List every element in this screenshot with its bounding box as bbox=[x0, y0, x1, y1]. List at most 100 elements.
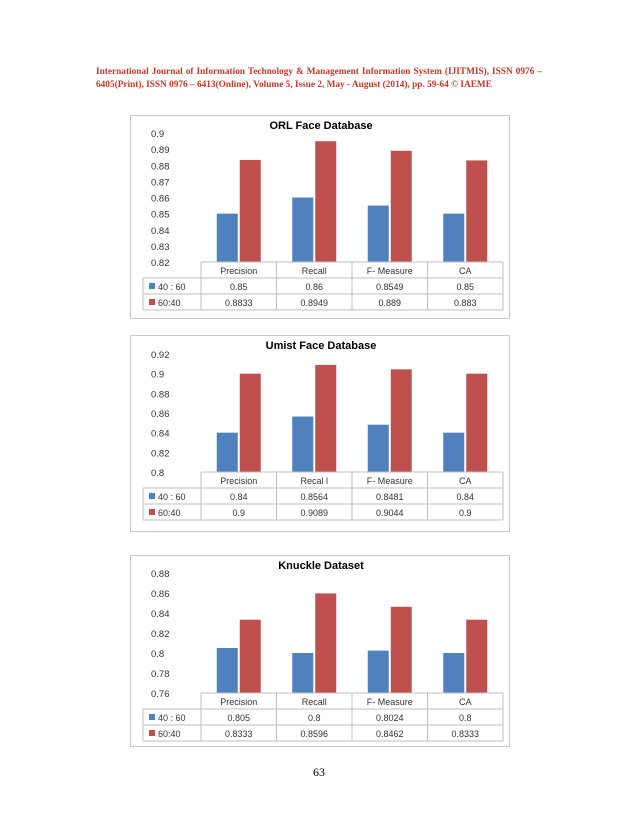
data-label: 0.84 bbox=[230, 492, 248, 502]
data-label: 0.8596 bbox=[300, 729, 328, 739]
y-tick-label: 0.82 bbox=[151, 629, 170, 640]
data-label: 0.805 bbox=[227, 713, 250, 723]
data-label: 0.8481 bbox=[376, 492, 404, 502]
y-tick-label: 0.84 bbox=[151, 609, 170, 620]
y-tick-label: 0.92 bbox=[151, 350, 170, 361]
legend-label: 60:40 bbox=[158, 298, 181, 308]
data-label: 0.8333 bbox=[225, 729, 253, 739]
legend-label: 40 : 60 bbox=[158, 282, 186, 292]
data-label: 0.8949 bbox=[300, 298, 328, 308]
data-label: 0.9089 bbox=[300, 508, 328, 518]
y-tick-label: 0.86 bbox=[151, 409, 170, 420]
bar bbox=[216, 432, 238, 472]
y-tick-label: 0.76 bbox=[151, 689, 170, 700]
data-label: 0.9 bbox=[459, 508, 472, 518]
legend-label: 60:40 bbox=[158, 729, 181, 739]
category-label: Precision bbox=[220, 266, 257, 276]
y-tick-label: 0.78 bbox=[151, 669, 170, 680]
data-label: 0.8024 bbox=[376, 713, 404, 723]
data-label: 0.8 bbox=[459, 713, 472, 723]
category-label: F- Measure bbox=[367, 266, 413, 276]
bar bbox=[216, 648, 238, 693]
bar bbox=[239, 373, 261, 472]
chart-svg: Knuckle Dataset 0.88 0.86 0.84 0.82 0.8 0.78 0.… bbox=[142, 560, 504, 742]
category-label: Recal l bbox=[300, 476, 328, 486]
y-tick-label: 0.84 bbox=[151, 429, 170, 440]
y-tick-label: 0.84 bbox=[151, 226, 170, 237]
legend-swatch bbox=[149, 730, 155, 736]
category-label: CA bbox=[459, 476, 472, 486]
chart-svg: Umist Face Database 0.92 0.9 0.88 0.86 0.84 0.… bbox=[142, 340, 504, 521]
journal-header-line-1: International Journal of Information Tec… bbox=[96, 67, 542, 77]
data-label: 0.8833 bbox=[225, 298, 253, 308]
legend-swatch bbox=[149, 714, 155, 720]
chart-title: ORL Face Database bbox=[269, 120, 372, 132]
legend-swatch bbox=[149, 283, 155, 289]
y-tick-label: 0.8 bbox=[151, 649, 164, 660]
bar bbox=[292, 197, 314, 262]
y-tick-label: 0.86 bbox=[151, 194, 170, 205]
bar bbox=[466, 160, 488, 262]
bar bbox=[239, 619, 261, 693]
bar bbox=[466, 619, 488, 693]
data-label: 0.9 bbox=[232, 508, 245, 518]
bar bbox=[315, 364, 337, 472]
y-tick-label: 0.82 bbox=[151, 448, 170, 459]
data-label: 0.86 bbox=[305, 282, 323, 292]
legend-label: 40 : 60 bbox=[158, 492, 186, 502]
data-label: 0.8 bbox=[308, 713, 321, 723]
y-tick-label: 0.86 bbox=[151, 589, 170, 600]
bar bbox=[315, 141, 337, 262]
category-label: Precision bbox=[220, 476, 257, 486]
data-label: 0.8549 bbox=[376, 282, 404, 292]
data-label: 0.84 bbox=[456, 492, 474, 502]
bar bbox=[292, 653, 314, 693]
data-label: 0.8564 bbox=[300, 492, 328, 502]
y-tick-label: 0.85 bbox=[151, 210, 170, 221]
y-tick-label: 0.88 bbox=[151, 161, 170, 172]
category-label: Recall bbox=[302, 266, 327, 276]
category-label: Recall bbox=[302, 697, 327, 707]
umist-face-database-chart: Umist Face Database 0.92 0.9 0.88 0.86 0.84 0.… bbox=[130, 335, 510, 532]
bar bbox=[367, 205, 389, 262]
bar bbox=[390, 606, 412, 693]
bar bbox=[443, 432, 465, 472]
bar bbox=[239, 159, 261, 262]
y-tick-label: 0.9 bbox=[151, 370, 164, 381]
legend-label: 60:40 bbox=[158, 508, 181, 518]
journal-header-line-2: 6405(Print), ISSN 0976 – 6413(Online), V… bbox=[96, 80, 492, 90]
y-tick-label: 0.9 bbox=[151, 129, 164, 140]
legend-label: 40 : 60 bbox=[158, 713, 186, 723]
category-label: Precision bbox=[220, 697, 257, 707]
bar bbox=[390, 369, 412, 472]
legend-swatch bbox=[149, 493, 155, 499]
data-label: 0.9044 bbox=[376, 508, 404, 518]
category-label: CA bbox=[459, 697, 472, 707]
category-label: F- Measure bbox=[367, 697, 413, 707]
bar bbox=[443, 213, 465, 262]
orl-face-database-chart: ORL Face Database 0.9 0.89 0.88 0.87 0.86 0.85… bbox=[130, 115, 510, 319]
data-label: 0.85 bbox=[230, 282, 248, 292]
chart-title: Umist Face Database bbox=[266, 340, 377, 352]
bar bbox=[390, 150, 412, 262]
bar bbox=[216, 213, 238, 262]
y-tick-label: 0.8 bbox=[151, 468, 164, 479]
legend-swatch bbox=[149, 299, 155, 305]
category-label: F- Measure bbox=[367, 476, 413, 486]
data-label: 0.889 bbox=[378, 298, 401, 308]
y-tick-label: 0.82 bbox=[151, 258, 170, 269]
y-tick-label: 0.83 bbox=[151, 242, 170, 253]
y-tick-label: 0.88 bbox=[151, 569, 170, 580]
knuckle-dataset-chart: Knuckle Dataset 0.88 0.86 0.84 0.82 0.8 0.78 0.… bbox=[130, 555, 510, 747]
data-label: 0.8462 bbox=[376, 729, 404, 739]
page-number: 63 bbox=[313, 765, 325, 779]
bar bbox=[367, 424, 389, 472]
chart-svg: ORL Face Database 0.9 0.89 0.88 0.87 0.86 0.85… bbox=[142, 120, 504, 311]
category-label: CA bbox=[459, 266, 472, 276]
bar bbox=[443, 653, 465, 693]
journal-header: International Journal of Information Tec… bbox=[96, 66, 542, 92]
bar bbox=[315, 593, 337, 693]
legend-swatch bbox=[149, 509, 155, 515]
data-label: 0.883 bbox=[454, 298, 477, 308]
data-label: 0.85 bbox=[456, 282, 474, 292]
